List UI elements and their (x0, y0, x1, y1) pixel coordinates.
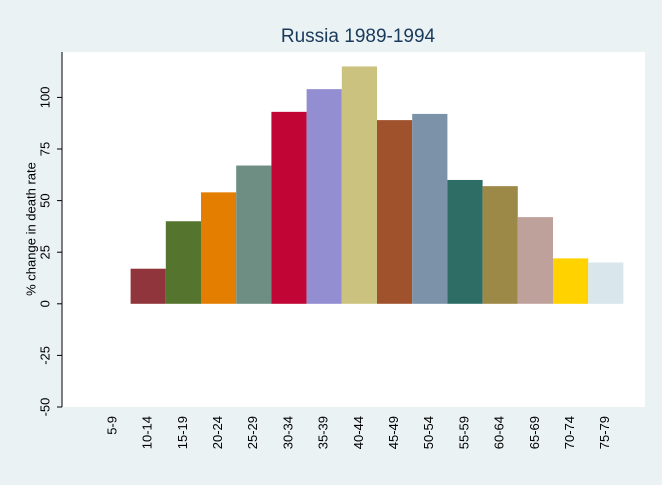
x-tick-label: 15-19 (175, 416, 190, 449)
bar (165, 221, 201, 304)
bar (588, 262, 624, 304)
x-tick-label: 65-69 (527, 416, 542, 449)
bar (412, 113, 448, 304)
y-tick-label: -50 (37, 398, 52, 417)
x-tick-label: 25-29 (245, 416, 260, 449)
x-tick-label: 35-39 (316, 416, 331, 449)
x-tick-label: 10-14 (140, 416, 155, 449)
x-tick-label: 60-64 (492, 416, 507, 449)
x-tick-label: 30-34 (280, 416, 295, 449)
x-tick-label: 70-74 (562, 416, 577, 449)
y-tick-label: 0 (37, 300, 52, 307)
x-tick-label: 75-79 (597, 416, 612, 449)
bar (130, 268, 166, 304)
bar (377, 120, 413, 304)
bar (517, 217, 553, 304)
bar (341, 66, 377, 304)
x-tick-label: 40-44 (351, 416, 366, 449)
y-tick-label: 25 (37, 245, 52, 259)
bar (236, 165, 272, 304)
bar (482, 186, 518, 304)
bar (447, 179, 483, 304)
bar (271, 111, 307, 304)
x-tick-label: 50-54 (421, 416, 436, 449)
y-tick-label: 50 (37, 193, 52, 207)
chart-title: Russia 1989-1994 (281, 26, 436, 47)
y-tick-label: 100 (37, 87, 52, 109)
bar (306, 89, 342, 304)
bar (201, 192, 237, 304)
y-tick-label: 75 (37, 142, 52, 156)
bar (553, 258, 589, 304)
x-tick-label: 5-9 (104, 416, 119, 435)
x-tick-label: 20-24 (210, 416, 225, 449)
x-tick-label: 45-49 (386, 416, 401, 449)
y-tick-label: -25 (37, 346, 52, 365)
y-axis-title: % change in death rate (23, 162, 38, 296)
x-tick-label: 55-59 (456, 416, 471, 449)
